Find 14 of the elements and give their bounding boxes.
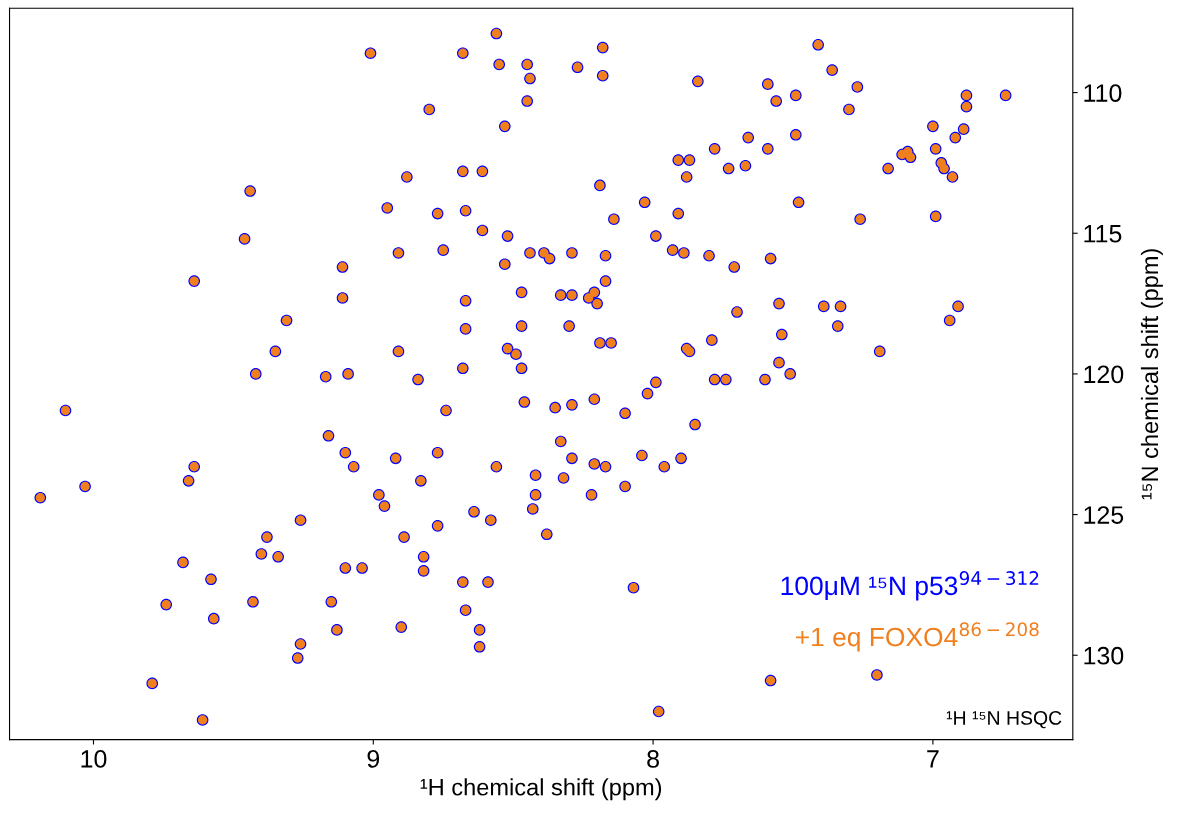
x-axis-title: ¹H chemical shift (ppm) xyxy=(420,778,662,801)
y-tick-label: 125 xyxy=(1084,506,1124,524)
x-tick-label: 9 xyxy=(367,750,380,768)
x-tick-label: 8 xyxy=(647,750,659,768)
y-tick-label: 130 xyxy=(1084,646,1124,665)
text: 100μM ¹⁵N p53$^{94−312}$ xyxy=(781,571,1039,601)
y-tick-label: 120 xyxy=(1084,365,1124,384)
x-tick-label: 10 xyxy=(81,750,107,768)
annotation: ¹H ¹⁵N HSQC xyxy=(946,711,1062,729)
series-label: +1 eq FOXO4$^{86−208}$ xyxy=(795,622,1039,652)
x-tick-label: 7 xyxy=(927,750,939,768)
y-tick-label: 110 xyxy=(1084,84,1122,102)
y-tick-label: 115 xyxy=(1084,225,1122,243)
y-axis-title: ¹⁵N chemical shift (ppm) xyxy=(1140,249,1163,500)
